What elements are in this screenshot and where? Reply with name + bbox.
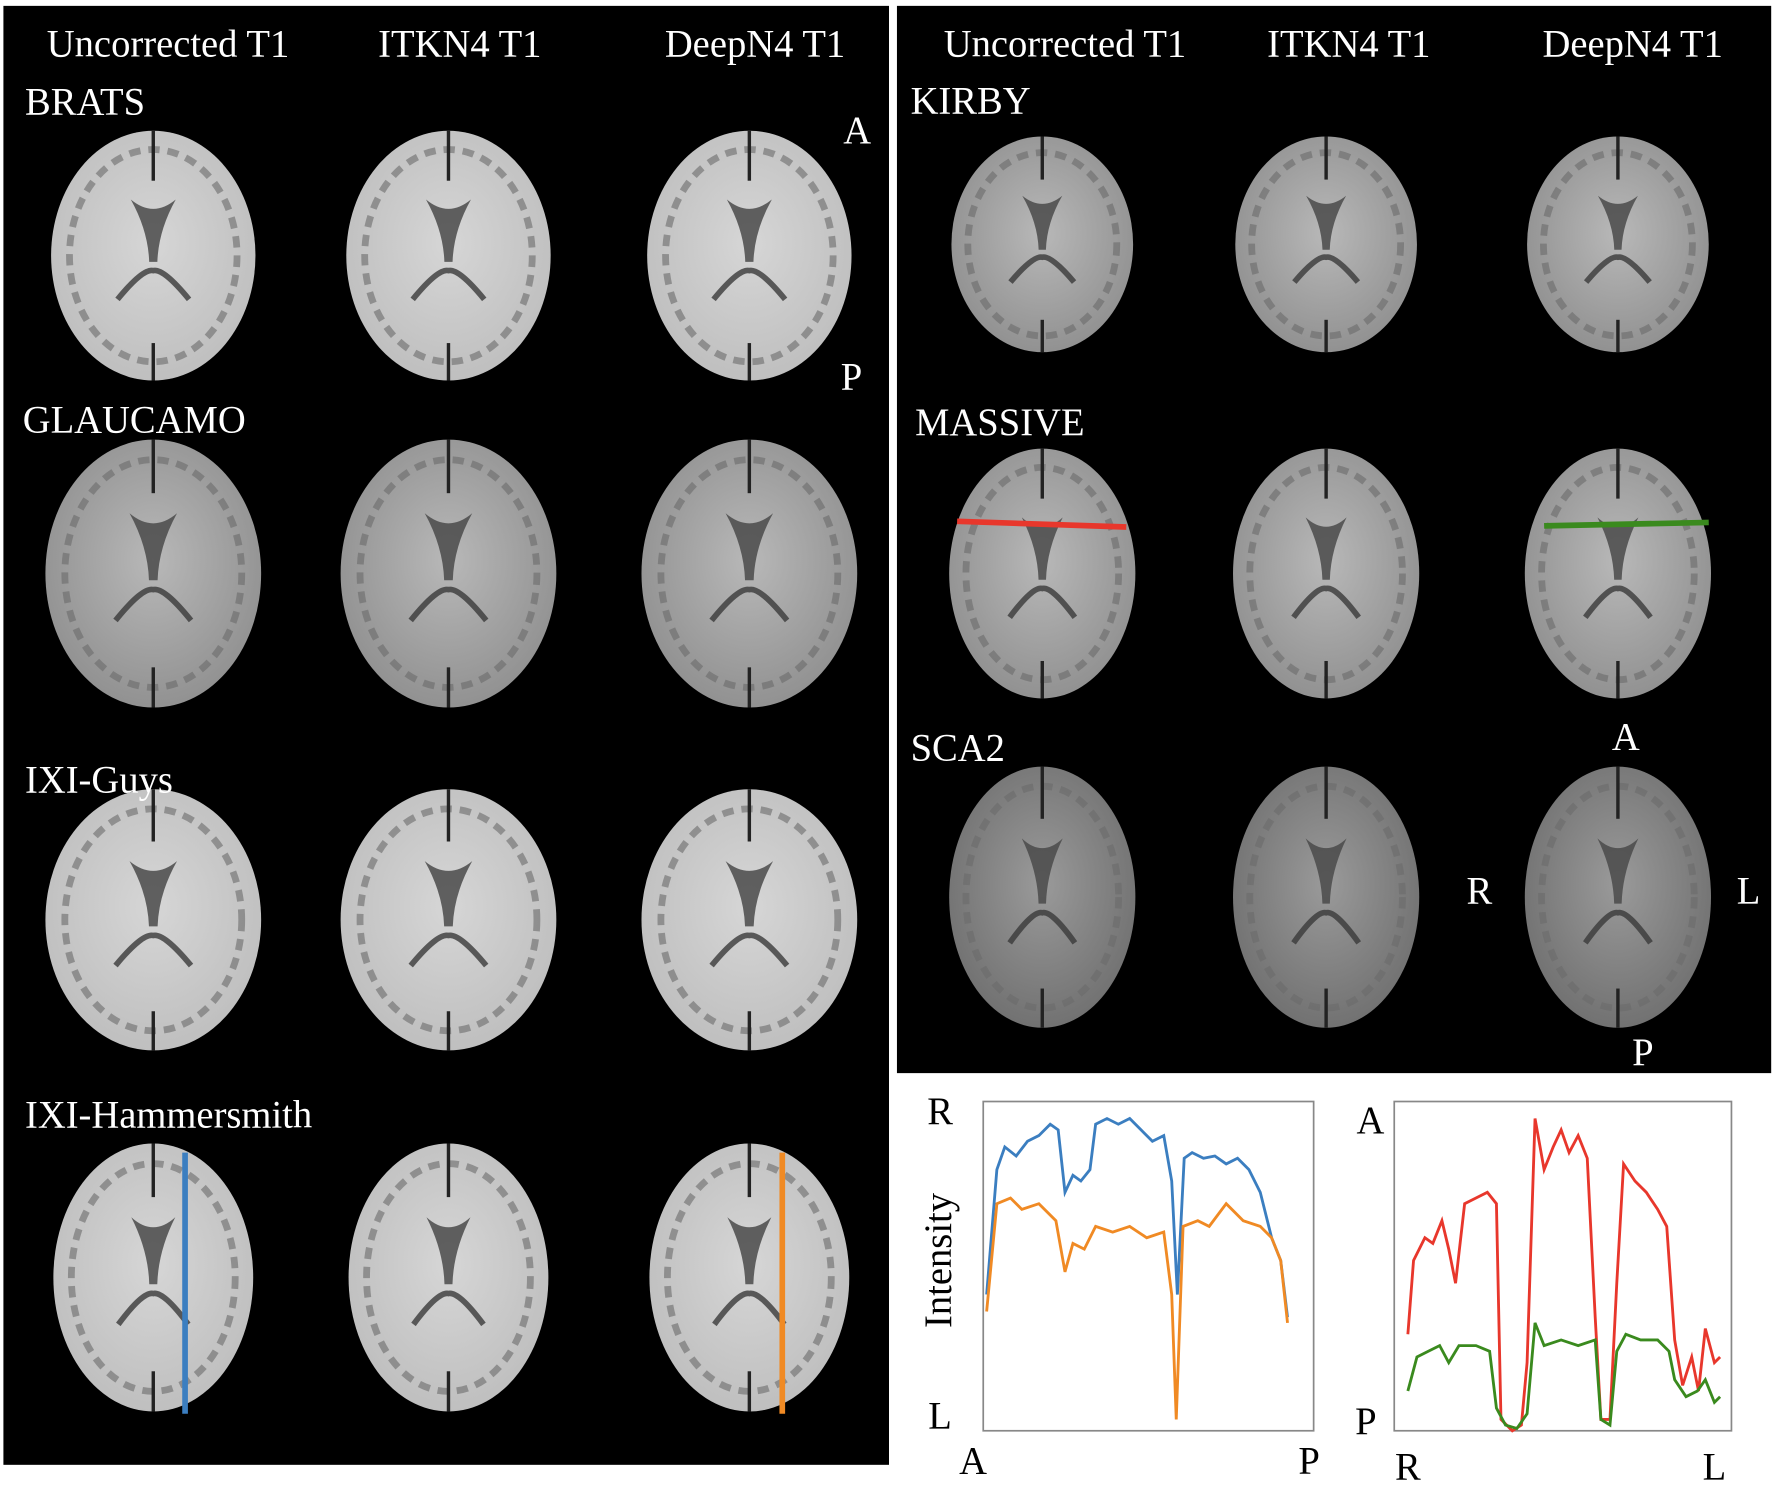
dataset-label: IXI-Guys <box>25 759 173 801</box>
dataset-label: KIRBY <box>911 81 1031 123</box>
orientation-label: L <box>1737 871 1761 913</box>
brain-shape <box>1021 517 1063 580</box>
brain-shape <box>1597 517 1639 580</box>
column-header: Uncorrected T1 <box>944 24 1187 66</box>
brain-shape <box>408 932 489 968</box>
profile-line <box>957 518 1127 530</box>
axis-end-label: L <box>928 1395 952 1437</box>
axis-end-label: P <box>1355 1401 1376 1443</box>
brain-shape <box>424 861 473 927</box>
brain-shape <box>1022 195 1063 250</box>
intensity-profile <box>985 1116 1289 1318</box>
brain-shape <box>129 861 178 927</box>
intensity-profile <box>985 1196 1289 1420</box>
orientation-label: P <box>1632 1032 1653 1074</box>
y-axis-title: Intensity <box>918 1192 960 1328</box>
orientation-label: A <box>843 110 871 152</box>
brain-images <box>45 130 1712 1412</box>
brain-shape <box>725 513 774 581</box>
brain-shape <box>725 861 774 927</box>
brain-shape <box>1305 517 1347 580</box>
brain-shape <box>711 267 788 302</box>
intensity-profile <box>1406 1322 1722 1431</box>
brain-shape <box>1583 254 1652 284</box>
column-header: Uncorrected T1 <box>47 24 290 66</box>
dataset-label: IXI-Hammersmith <box>25 1094 312 1136</box>
brain-shape <box>712 1290 787 1327</box>
axis-end-label: A <box>1356 1100 1384 1142</box>
brain-shape <box>115 267 192 302</box>
brain-shape <box>726 199 772 262</box>
brain-shape <box>426 1217 471 1285</box>
brain-shape <box>113 932 194 968</box>
brain-shape <box>1583 909 1653 945</box>
axis-end-label: A <box>959 1441 987 1483</box>
axis-end-label: P <box>1298 1441 1319 1483</box>
brain-shape <box>425 199 471 262</box>
column-header: ITKN4 T1 <box>378 24 541 66</box>
brain-shape <box>1007 909 1078 945</box>
brain-shape <box>1291 909 1362 945</box>
brain-shape <box>130 199 176 262</box>
brain-shape <box>709 586 790 623</box>
intensity-profile <box>1406 1118 1722 1433</box>
brain-shape <box>113 586 194 623</box>
brain-shape <box>1291 585 1361 619</box>
profile-line <box>1544 519 1709 529</box>
brain-shape <box>1597 195 1638 250</box>
brain-shape <box>1021 838 1063 904</box>
brain-shape <box>411 1290 486 1327</box>
brain-shape <box>408 586 489 623</box>
axis-end-label: R <box>927 1091 953 1133</box>
column-header: DeepN4 T1 <box>665 24 845 66</box>
brain-shape <box>424 513 473 581</box>
orientation-label: R <box>1467 871 1493 913</box>
brain-shape <box>727 1217 772 1285</box>
brain-shape <box>129 513 178 581</box>
brain-shape <box>1008 254 1077 284</box>
dataset-label: MASSIVE <box>915 402 1084 444</box>
axis-end-label: R <box>1395 1446 1421 1488</box>
brain-shape <box>1597 838 1639 904</box>
dataset-label: BRATS <box>25 82 145 124</box>
brain-shape <box>131 1217 176 1285</box>
plot-frame <box>982 1100 1315 1432</box>
brain-shape <box>410 267 487 302</box>
column-header: ITKN4 T1 <box>1267 24 1430 66</box>
brain-shape <box>1306 195 1347 250</box>
brain-shape <box>1305 838 1347 904</box>
orientation-label: A <box>1612 716 1640 758</box>
column-header: DeepN4 T1 <box>1542 24 1722 66</box>
brain-shape <box>116 1290 191 1327</box>
brain-shape <box>1007 585 1078 619</box>
brain-shape <box>1583 585 1653 619</box>
dataset-label: GLAUCAMO <box>23 400 246 442</box>
brain-shape <box>1292 254 1361 284</box>
axis-end-label: L <box>1703 1446 1727 1488</box>
orientation-label: P <box>841 356 862 398</box>
dataset-label: SCA2 <box>911 728 1005 770</box>
brain-shape <box>709 932 790 968</box>
